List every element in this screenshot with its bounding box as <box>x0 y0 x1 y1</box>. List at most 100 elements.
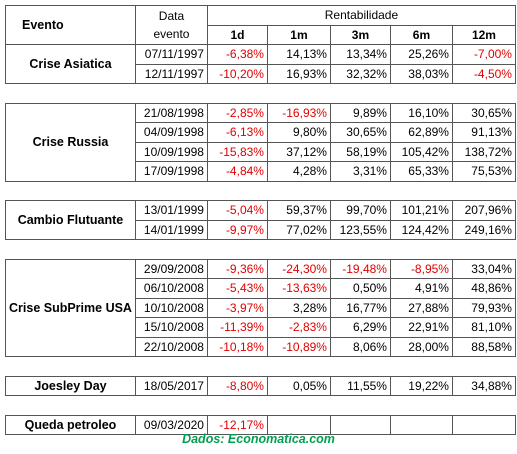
date-cell: 06/10/2008 <box>134 278 208 299</box>
value-cell: 13,34% <box>329 44 391 65</box>
header-cell: 12m <box>451 24 516 45</box>
date-cell: 13/01/1999 <box>134 200 208 221</box>
value-cell: -15,83% <box>206 141 268 162</box>
date-cell: 10/09/1998 <box>134 141 208 162</box>
value-cell: 124,42% <box>389 219 453 240</box>
value-cell: 62,89% <box>389 122 453 143</box>
header-cell: 6m <box>389 24 453 45</box>
value-cell: -4,84% <box>206 161 268 182</box>
value-cell: 48,86% <box>451 278 516 299</box>
value-cell: -4,50% <box>451 63 516 84</box>
event-name: Crise Asiatica <box>5 44 136 84</box>
value-cell: -5,43% <box>206 278 268 299</box>
value-cell: 16,10% <box>389 102 453 123</box>
value-cell: 30,65% <box>329 122 391 143</box>
value-cell: 30,65% <box>451 102 516 123</box>
date-cell: 09/03/2020 <box>134 414 208 435</box>
value-cell: -10,20% <box>206 63 268 84</box>
event-name: Cambio Flutuante <box>5 200 136 240</box>
value-cell: -9,36% <box>206 258 268 279</box>
value-cell: -6,38% <box>206 44 268 65</box>
data-row: 15/10/2008 -11,39% -2,83% 6,29% 22,91% 81,10% <box>6 317 516 338</box>
header-cell: 1m <box>266 24 331 45</box>
value-cell: 88,58% <box>451 336 516 357</box>
value-cell: 6,29% <box>329 317 391 338</box>
value-cell: -12,17% <box>206 414 268 435</box>
value-cell: 19,22% <box>389 375 453 396</box>
value-cell: 27,88% <box>389 297 453 318</box>
value-cell: 34,88% <box>451 375 516 396</box>
data-row: Crise SubPrime USA 29/09/2008 -9,36% -24,30… <box>5 258 516 357</box>
value-cell: -8,80% <box>206 375 268 396</box>
value-cell: 75,53% <box>451 161 516 182</box>
value-cell: 14,13% <box>266 44 331 65</box>
header-cell: Evento <box>5 5 136 45</box>
value-cell: -9,97% <box>206 219 268 240</box>
value-cell: 123,55% <box>329 219 391 240</box>
value-cell: 33,04% <box>451 258 516 279</box>
spacer-cell <box>6 181 516 201</box>
value-cell: -10,18% <box>206 336 268 357</box>
value-cell: -7,00% <box>451 44 516 65</box>
value-cell: 8,06% <box>329 336 391 357</box>
data-row: 22/10/2008 -10,18% -10,89% 8,06% 28,00% 88,58… <box>6 336 516 357</box>
data-row: 12/11/1997 -10,20% 16,93% 32,32% 38,03% -4,50… <box>6 63 516 84</box>
value-cell: 0,50% <box>329 278 391 299</box>
value-cell: 9,89% <box>329 102 391 123</box>
spacer-cell <box>6 357 516 377</box>
empty-cell <box>451 414 516 435</box>
event-name: Crise Russia <box>5 102 136 182</box>
value-cell: 0,05% <box>266 375 331 396</box>
value-cell: 59,37% <box>266 200 331 221</box>
data-row: 04/09/1998 -6,13% 9,80% 30,65% 62,89% 91,13% <box>6 122 516 143</box>
value-cell: 22,91% <box>389 317 453 338</box>
date-cell: 21/08/1998 <box>134 102 208 123</box>
date-cell: 04/09/1998 <box>134 122 208 143</box>
data-row: 10/10/2008 -3,97% 3,28% 16,77% 27,88% 79,93% <box>6 297 516 318</box>
value-cell: -24,30% <box>266 258 331 279</box>
value-cell: 91,13% <box>451 122 516 143</box>
date-cell: 15/10/2008 <box>134 317 208 338</box>
header-row: 1d 1m 3m 6m 12m <box>6 24 516 45</box>
data-row: Crise Asiatica 07/11/1997 -6,38% 14,13% 13,3… <box>5 44 516 84</box>
header-row: Evento Data evento Rentabilidade <box>5 5 516 45</box>
data-row: Crise Russia 21/08/1998 -2,85% -16,93% 9,89%… <box>5 102 516 182</box>
value-cell: 105,42% <box>389 141 453 162</box>
date-cell: 14/01/1999 <box>134 219 208 240</box>
value-cell: 9,80% <box>266 122 331 143</box>
spacer-row <box>6 84 516 104</box>
header-cell: Rentabilidade <box>206 5 516 26</box>
value-cell: 3,28% <box>266 297 331 318</box>
returns-table: Evento Data evento Rentabilidade 1d 1m 3m 6… <box>5 5 516 435</box>
data-row: Joesley Day 18/05/2017 -8,80% 0,05% 11,55% 19… <box>5 375 516 396</box>
value-cell: 207,96% <box>451 200 516 221</box>
value-cell: 32,32% <box>329 63 391 84</box>
spacer-cell <box>6 84 516 104</box>
event-name: Crise SubPrime USA <box>5 258 136 357</box>
header-cell: Data evento <box>134 5 208 45</box>
value-cell: 11,55% <box>329 375 391 396</box>
date-cell: 07/11/1997 <box>134 44 208 65</box>
value-cell: 37,12% <box>266 141 331 162</box>
value-cell: -16,93% <box>266 102 331 123</box>
value-cell: -5,04% <box>206 200 268 221</box>
table-body: Crise Asiatica 07/11/1997 -6,38% 14,13% 13,3… <box>5 44 516 435</box>
data-row: 14/01/1999 -9,97% 77,02% 123,55% 124,42% 249,… <box>6 219 516 240</box>
value-cell: 38,03% <box>389 63 453 84</box>
value-cell: 99,70% <box>329 200 391 221</box>
date-cell: 22/10/2008 <box>134 336 208 357</box>
value-cell: 81,10% <box>451 317 516 338</box>
header-cell: 3m <box>329 24 391 45</box>
value-cell: 25,26% <box>389 44 453 65</box>
spacer-row <box>6 181 516 201</box>
date-cell: 12/11/1997 <box>134 63 208 84</box>
data-row: Cambio Flutuante 13/01/1999 -5,04% 59,37% 99… <box>5 200 516 240</box>
value-cell: 28,00% <box>389 336 453 357</box>
spacer-row <box>6 396 516 416</box>
value-cell: -11,39% <box>206 317 268 338</box>
spacer-row <box>6 357 516 377</box>
spacer-cell <box>6 240 516 260</box>
value-cell: -2,85% <box>206 102 268 123</box>
data-row: 10/09/1998 -15,83% 37,12% 58,19% 105,42% 138,… <box>6 141 516 162</box>
